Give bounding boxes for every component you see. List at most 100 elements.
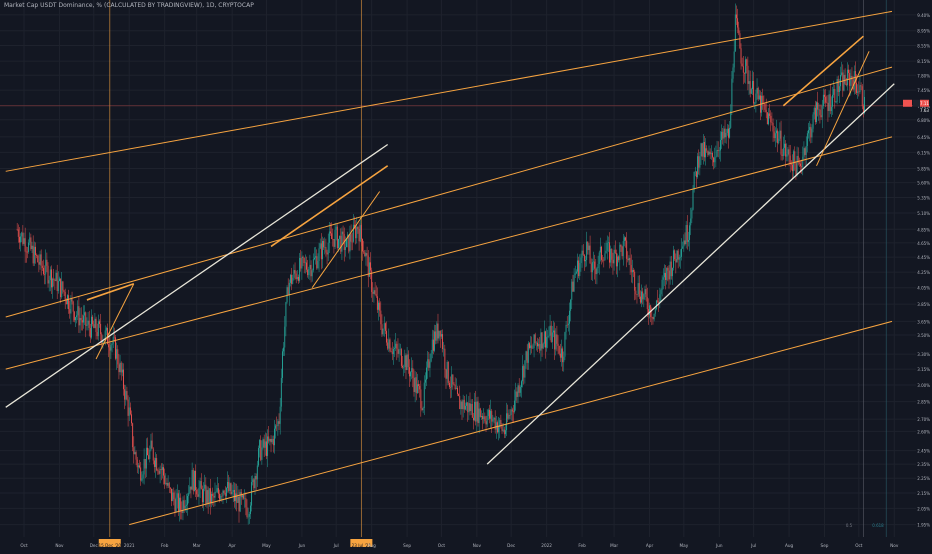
candle-down — [331, 233, 333, 239]
candle-down — [728, 128, 729, 138]
candle-down — [207, 490, 209, 504]
candle-down — [845, 83, 847, 86]
candle-down — [56, 272, 58, 292]
candle-up — [607, 242, 609, 243]
candle-up — [617, 256, 618, 267]
candle-up — [598, 252, 600, 265]
candle-up — [596, 268, 598, 275]
candle-down — [630, 265, 632, 273]
candle-down — [95, 318, 97, 333]
candle-up — [111, 343, 113, 346]
x-tick-label: Oct — [20, 543, 28, 548]
candle-down — [405, 355, 407, 371]
candle-up — [211, 493, 213, 504]
candle-down — [68, 295, 70, 310]
candle-down — [85, 312, 87, 326]
y-tick-label: 5.60% — [917, 181, 930, 186]
candle-up — [540, 332, 542, 351]
candle-up — [581, 250, 583, 258]
candle-up — [427, 359, 429, 368]
candle-up — [671, 267, 673, 277]
candle-down — [205, 484, 207, 504]
candle-up — [239, 492, 241, 512]
candle-down — [332, 238, 334, 240]
candle-up — [599, 246, 601, 253]
candle-down — [695, 171, 697, 178]
candle-down — [657, 300, 659, 302]
candle-down — [837, 78, 839, 92]
candle-down — [100, 323, 102, 335]
x-tick-label: 2022 — [541, 543, 552, 548]
candle-up — [812, 114, 814, 129]
x-tick-label: Apr — [646, 543, 654, 548]
candle-up — [309, 264, 311, 269]
candle-up — [262, 439, 264, 448]
x-tick-label: Mar — [610, 543, 618, 548]
candle-down — [541, 332, 543, 349]
candle-down — [115, 337, 116, 359]
candle-down — [780, 130, 782, 155]
candle-down — [37, 255, 39, 263]
candle-up — [382, 328, 384, 335]
candle-down — [834, 88, 836, 103]
y-tick-label: 2.05% — [917, 506, 930, 511]
candle-up — [510, 409, 512, 416]
candle-up — [506, 413, 508, 431]
candle-down — [479, 408, 481, 418]
candle-up — [142, 474, 144, 479]
candle-up — [755, 93, 757, 104]
candle-down — [201, 489, 203, 503]
candle-down — [507, 413, 509, 419]
candle-up — [588, 245, 590, 251]
candle-down — [428, 359, 430, 368]
candle-up — [267, 436, 269, 456]
candle-up — [468, 403, 470, 413]
candle-up — [176, 493, 178, 498]
candle-up — [524, 360, 526, 378]
candle-up — [97, 321, 99, 337]
candle-down — [709, 151, 711, 155]
candle-down — [44, 273, 46, 275]
candle-up — [429, 361, 431, 368]
candle-up — [731, 78, 733, 111]
candle-up — [314, 257, 315, 260]
candle-up — [193, 470, 195, 492]
candle-up — [853, 71, 855, 90]
candle-up — [304, 262, 306, 264]
candle-down — [370, 262, 371, 271]
candle-up — [708, 151, 710, 155]
candle-down — [374, 290, 376, 295]
candle-down — [686, 225, 688, 242]
candle-up — [271, 438, 273, 443]
candle-down — [136, 459, 138, 468]
candle-up — [678, 257, 680, 260]
candle-down — [675, 259, 677, 263]
candle-up — [725, 132, 727, 138]
candle-down — [16, 229, 18, 230]
candle-down — [621, 246, 623, 257]
candle-up — [227, 481, 229, 488]
candle-down — [22, 232, 24, 244]
candle-up — [776, 130, 777, 134]
candle-down — [163, 467, 164, 476]
candle-down — [78, 306, 80, 326]
candle-up — [87, 320, 89, 325]
candle-up — [446, 361, 448, 379]
candle-up — [700, 143, 702, 157]
candle-up — [673, 250, 675, 268]
candle-up — [577, 260, 578, 272]
candle-down — [336, 226, 338, 248]
candle-down — [475, 401, 477, 422]
candle-down — [402, 365, 403, 368]
candle-down — [771, 122, 773, 124]
candle-down — [448, 382, 450, 387]
candle-up — [697, 156, 699, 178]
candle-down — [785, 143, 787, 157]
candle-down — [348, 234, 350, 252]
candle-up — [290, 274, 291, 283]
candle-down — [469, 403, 471, 412]
candle-down — [852, 79, 854, 90]
candle-down — [472, 417, 474, 421]
candle-down — [133, 447, 135, 455]
